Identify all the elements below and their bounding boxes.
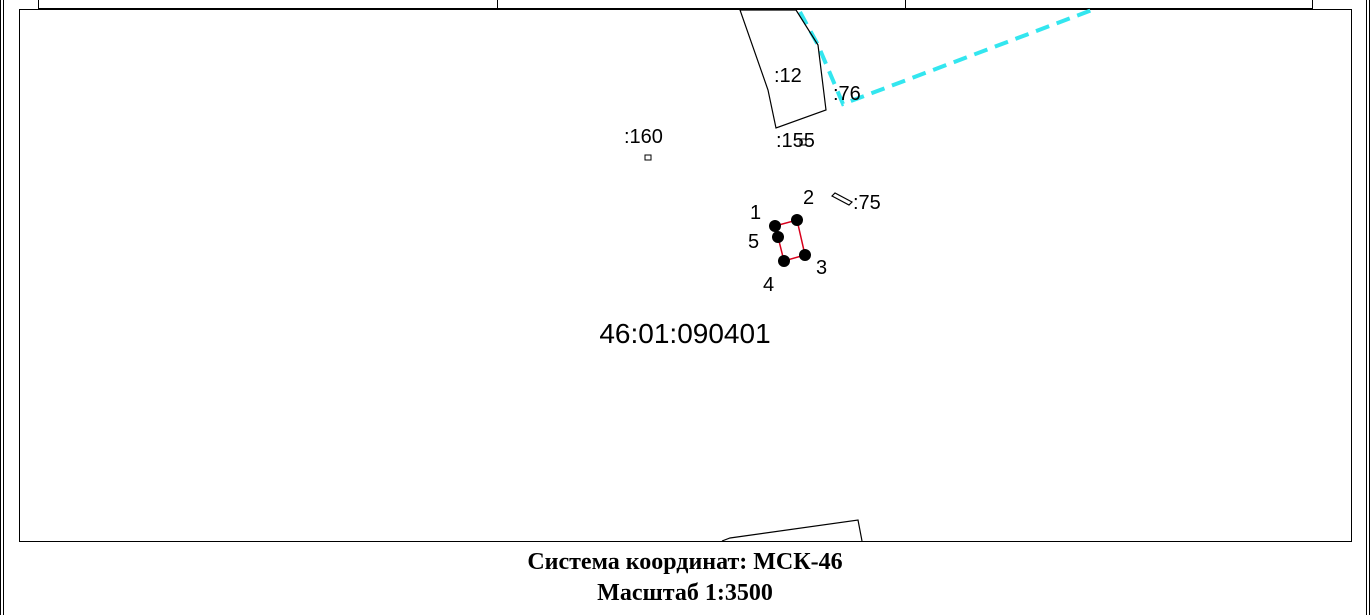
vertex-point-3 — [799, 249, 811, 261]
scale-caption: Масштаб 1:3500 — [597, 580, 773, 606]
point-label-5: 5 — [748, 231, 760, 253]
parcel-12-outline — [739, 9, 827, 129]
vertex-point-2 — [791, 214, 803, 226]
parcel-160-marker — [644, 154, 652, 161]
point-label-3: 3 — [816, 257, 828, 279]
cadastral-block-label: 46:01:090401 — [599, 318, 771, 349]
parcel-bottom-outline — [721, 519, 863, 542]
point-label-1: 1 — [750, 202, 762, 224]
vertex-point-4 — [778, 255, 790, 267]
header-divider — [905, 0, 906, 9]
vertex-point-1 — [769, 220, 781, 232]
point-label-4: 4 — [763, 274, 775, 296]
parcel-75-outline — [831, 192, 853, 206]
boundary-dashed-line — [798, 8, 1093, 107]
parcel-label-76: :76 — [833, 83, 861, 105]
header-divider — [497, 0, 498, 9]
point-label-2: 2 — [803, 187, 815, 209]
parcel-label-75: :75 — [853, 192, 881, 214]
vertex-point-5 — [772, 231, 784, 243]
coordinate-system-caption: Система координат: МСК-46 — [527, 549, 843, 575]
parcel-label-155: :155 — [776, 130, 815, 152]
parcel-label-160: :160 — [624, 126, 663, 148]
map-frame — [19, 9, 1352, 542]
parcel-label-12: :12 — [774, 65, 802, 87]
parcel-155-marker — [799, 138, 807, 146]
header-table-strip — [38, 0, 1313, 9]
